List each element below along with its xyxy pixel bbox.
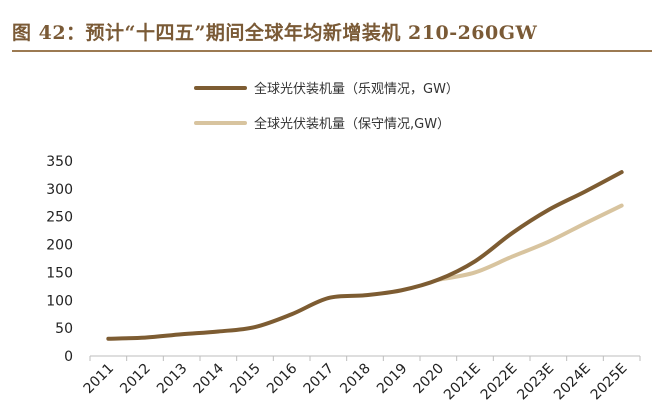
x-tick-label: 2022E: [478, 361, 521, 404]
x-tick-label: 2019: [374, 361, 411, 398]
x-tick-label: 2013: [154, 361, 191, 398]
y-tick-label: 150: [46, 265, 73, 281]
x-tick-label: 2012: [117, 361, 154, 398]
x-tick-label: 2021E: [441, 361, 484, 404]
y-tick-label: 0: [64, 349, 73, 365]
x-tick-label: 2023E: [514, 361, 557, 404]
title-divider: [12, 50, 652, 52]
series-line-conservative: [436, 203, 624, 282]
series-line-optimistic: [106, 170, 624, 341]
x-tick-label: 2016: [264, 360, 301, 397]
x-tick-label: 2014: [191, 360, 228, 397]
x-tick-label: 2025E: [588, 361, 631, 404]
chart-legend: 全球光伏装机量（乐观情况，GW） 全球光伏装机量（保守情况,GW）: [194, 81, 459, 132]
y-tick-label: 250: [46, 210, 73, 226]
y-tick-label: 300: [46, 182, 73, 198]
y-tick-label: 350: [46, 154, 73, 170]
x-tick-label: 2015: [227, 361, 264, 398]
figure-title: 图 42：预计“十四五”期间全球年均新增装机 210-260GW: [12, 22, 538, 44]
y-tick-label: 100: [46, 293, 73, 309]
y-tick-label: 50: [55, 321, 73, 337]
legend-label: 全球光伏装机量（乐观情况，GW）: [254, 81, 459, 97]
legend-label: 全球光伏装机量（保守情况,GW）: [254, 116, 450, 132]
x-tick-label: 2011: [81, 361, 118, 398]
x-tick-label: 2024E: [551, 361, 594, 404]
x-tick-label: 2018: [337, 361, 374, 398]
chart-series: [106, 170, 624, 341]
y-tick-label: 200: [46, 238, 73, 254]
x-tick-label: 2017: [301, 361, 338, 398]
